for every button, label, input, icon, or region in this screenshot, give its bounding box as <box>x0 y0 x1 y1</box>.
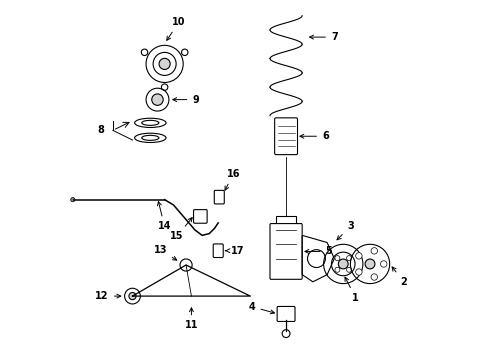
Circle shape <box>335 267 340 272</box>
Text: 14: 14 <box>157 202 171 231</box>
Text: 17: 17 <box>225 246 245 256</box>
Circle shape <box>371 248 377 254</box>
Text: 7: 7 <box>310 32 338 42</box>
FancyBboxPatch shape <box>194 210 207 223</box>
Circle shape <box>356 253 362 259</box>
Text: 9: 9 <box>173 95 199 105</box>
FancyBboxPatch shape <box>214 190 224 204</box>
Text: 6: 6 <box>300 131 329 141</box>
Text: 10: 10 <box>167 17 186 40</box>
Text: 12: 12 <box>96 291 121 301</box>
FancyBboxPatch shape <box>275 118 297 155</box>
Text: 8: 8 <box>97 125 104 135</box>
Circle shape <box>335 256 340 261</box>
Circle shape <box>346 267 351 272</box>
Circle shape <box>129 293 136 300</box>
Text: 2: 2 <box>392 267 407 287</box>
Text: 5: 5 <box>305 247 332 256</box>
Circle shape <box>371 274 377 280</box>
Circle shape <box>71 198 75 202</box>
Text: 11: 11 <box>185 308 198 330</box>
Circle shape <box>338 259 348 269</box>
FancyBboxPatch shape <box>277 306 295 321</box>
Circle shape <box>365 259 375 269</box>
Circle shape <box>346 256 351 261</box>
Text: 4: 4 <box>249 302 274 314</box>
Circle shape <box>159 58 170 69</box>
Circle shape <box>381 261 387 267</box>
Text: 15: 15 <box>171 218 192 241</box>
Circle shape <box>356 269 362 275</box>
Text: 1: 1 <box>345 277 359 303</box>
FancyBboxPatch shape <box>213 244 223 257</box>
Text: 3: 3 <box>337 221 354 240</box>
Text: 13: 13 <box>153 245 177 260</box>
Text: 16: 16 <box>225 169 240 190</box>
Bar <box>276 216 296 276</box>
FancyBboxPatch shape <box>270 224 302 279</box>
Circle shape <box>152 94 163 105</box>
